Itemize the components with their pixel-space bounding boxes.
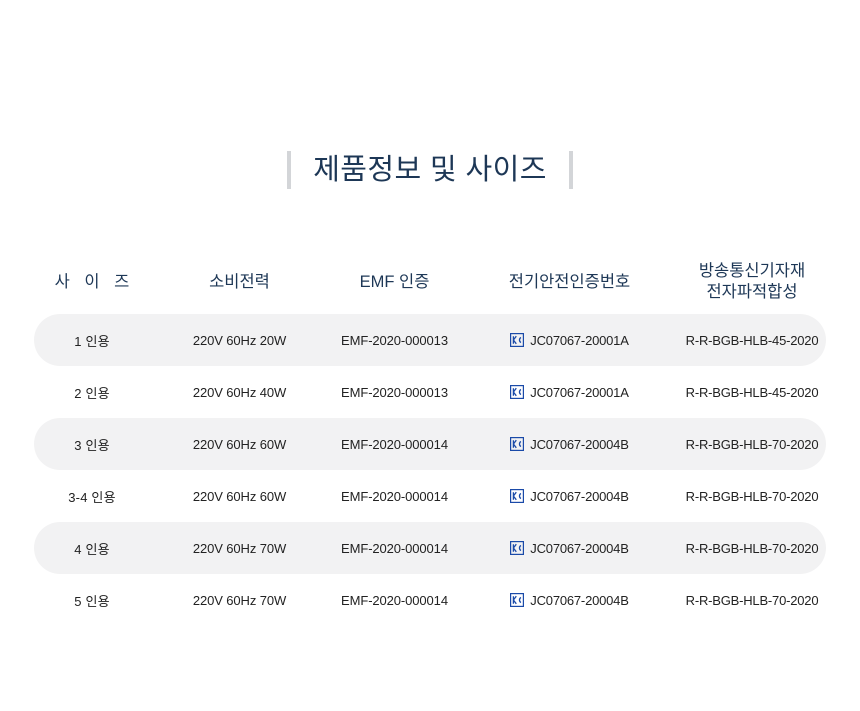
cell-size: 5 인용 xyxy=(74,593,110,609)
cell-electrical-safety: JC07067-20004B xyxy=(477,522,662,574)
cell-broadcast-emc: R-R-BGB-HLB-45-2020 xyxy=(685,384,819,400)
cell-size: 2 인용 xyxy=(74,385,110,401)
kc-certification-icon xyxy=(510,437,525,451)
cell-size: 3-4 인용 xyxy=(68,489,116,505)
cell-size: 3 인용 xyxy=(74,437,110,453)
cell-electrical-safety-text: JC07067-20001A xyxy=(530,384,629,400)
table-header-row: 사 이 즈 소비전력 EMF 인증 전기안전인증번호 방송통신기자재 전자파적합… xyxy=(0,258,860,306)
column-header-emf: EMF 인증 xyxy=(359,272,430,291)
column-header-broadcast-emc-line2: 전자파적합성 xyxy=(706,283,798,301)
kc-certification-icon xyxy=(510,541,525,555)
column-header-broadcast-emc-line1: 방송통신기자재 xyxy=(698,262,806,281)
cell-emf: EMF-2020-000013 xyxy=(341,332,448,348)
table-row: 2 인용 220V 60Hz 40W EMF-2020-000013 JC070… xyxy=(0,366,860,418)
cell-electrical-safety-text: JC07067-20004B xyxy=(530,488,629,504)
cell-emf: EMF-2020-000014 xyxy=(341,540,448,556)
cell-broadcast-emc: R-R-BGB-HLB-70-2020 xyxy=(685,436,819,452)
cell-electrical-safety-text: JC07067-20004B xyxy=(530,436,629,452)
kc-certification-icon xyxy=(510,593,525,607)
cell-emf: EMF-2020-000014 xyxy=(341,488,448,504)
kc-certification-icon xyxy=(510,385,525,399)
cell-power: 220V 60Hz 60W xyxy=(192,436,287,452)
table-row: 5 인용 220V 60Hz 70W EMF-2020-000014 JC070… xyxy=(0,574,860,626)
title-right-bar xyxy=(568,151,573,189)
kc-certification-icon xyxy=(510,333,525,347)
cell-broadcast-emc: R-R-BGB-HLB-45-2020 xyxy=(685,332,819,348)
cell-electrical-safety-text: JC07067-20004B xyxy=(530,592,629,608)
cell-size: 1 인용 xyxy=(74,333,110,349)
cell-broadcast-emc: R-R-BGB-HLB-70-2020 xyxy=(685,488,819,504)
cell-electrical-safety: JC07067-20004B xyxy=(477,574,662,626)
cell-broadcast-emc: R-R-BGB-HLB-70-2020 xyxy=(685,592,819,608)
table-row: 1 인용 220V 60Hz 20W EMF-2020-000013 JC070… xyxy=(0,314,860,366)
column-header-size: 사 이 즈 xyxy=(54,272,135,291)
cell-size: 4 인용 xyxy=(74,541,110,557)
page-title: 제품정보 및 사이즈 xyxy=(0,146,860,194)
cell-electrical-safety-text: JC07067-20001A xyxy=(530,332,629,348)
column-header-broadcast-emc: 방송통신기자재 전자파적합성 xyxy=(662,258,842,306)
cell-emf: EMF-2020-000014 xyxy=(341,592,448,608)
page-title-text: 제품정보 및 사이즈 xyxy=(313,154,547,186)
cell-power: 220V 60Hz 70W xyxy=(192,592,287,608)
cell-power: 220V 60Hz 40W xyxy=(192,384,287,400)
cell-emf: EMF-2020-000014 xyxy=(341,436,448,452)
cell-electrical-safety-text: JC07067-20004B xyxy=(530,540,629,556)
column-header-power: 소비전력 xyxy=(209,272,270,291)
cell-electrical-safety: JC07067-20001A xyxy=(477,366,662,418)
cell-power: 220V 60Hz 60W xyxy=(192,488,287,504)
cell-power: 220V 60Hz 70W xyxy=(192,540,287,556)
cell-electrical-safety: JC07067-20004B xyxy=(477,418,662,470)
title-left-bar xyxy=(287,151,292,189)
cell-emf: EMF-2020-000013 xyxy=(341,384,448,400)
table-row: 3-4 인용 220V 60Hz 60W EMF-2020-000014 JC0… xyxy=(0,470,860,522)
cell-electrical-safety: JC07067-20001A xyxy=(477,314,662,366)
kc-certification-icon xyxy=(510,489,525,503)
column-header-electrical-safety: 전기안전인증번호 xyxy=(508,272,631,291)
cell-electrical-safety: JC07067-20004B xyxy=(477,470,662,522)
spec-table: 사 이 즈 소비전력 EMF 인증 전기안전인증번호 방송통신기자재 전자파적합… xyxy=(0,258,860,626)
table-row: 4 인용 220V 60Hz 70W EMF-2020-000014 JC070… xyxy=(0,522,860,574)
cell-power: 220V 60Hz 20W xyxy=(192,332,287,348)
table-row: 3 인용 220V 60Hz 60W EMF-2020-000014 JC070… xyxy=(0,418,860,470)
cell-broadcast-emc: R-R-BGB-HLB-70-2020 xyxy=(685,540,819,556)
